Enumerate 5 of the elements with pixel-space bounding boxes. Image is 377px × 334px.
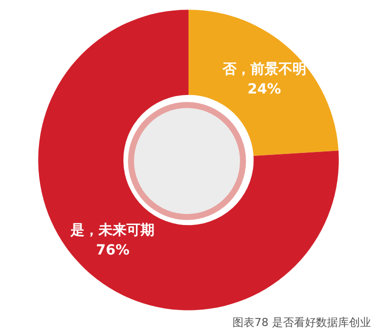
text: 图表78 是否看好数据库创业 [232, 315, 371, 330]
slice-label: 是，未来可期 [70, 222, 155, 239]
data-label: 24% [248, 81, 282, 98]
data-label: 76% [96, 242, 130, 259]
slice-label: 否，前景不明 [221, 61, 306, 78]
